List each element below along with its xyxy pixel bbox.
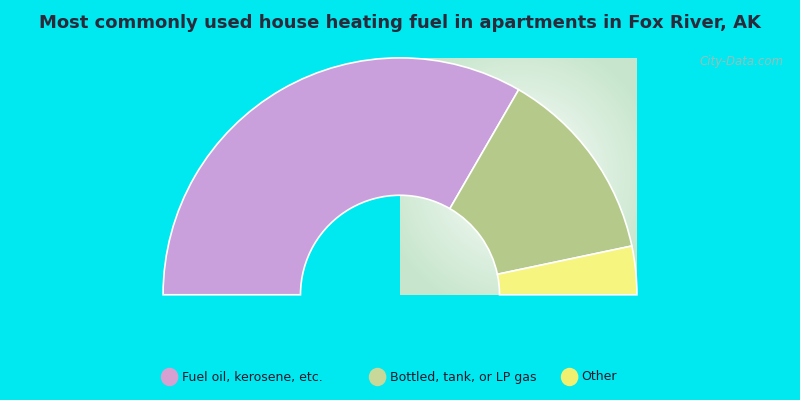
Text: Most commonly used house heating fuel in apartments in Fox River, AK: Most commonly used house heating fuel in…: [39, 14, 761, 32]
Text: Other: Other: [582, 370, 617, 384]
Wedge shape: [450, 90, 632, 274]
Text: City-Data.com: City-Data.com: [700, 55, 784, 68]
Ellipse shape: [161, 368, 178, 386]
Text: Fuel oil, kerosene, etc.: Fuel oil, kerosene, etc.: [182, 370, 322, 384]
Ellipse shape: [561, 368, 578, 386]
Text: Bottled, tank, or LP gas: Bottled, tank, or LP gas: [390, 370, 536, 384]
Ellipse shape: [369, 368, 386, 386]
Wedge shape: [163, 58, 518, 295]
Wedge shape: [498, 246, 637, 295]
